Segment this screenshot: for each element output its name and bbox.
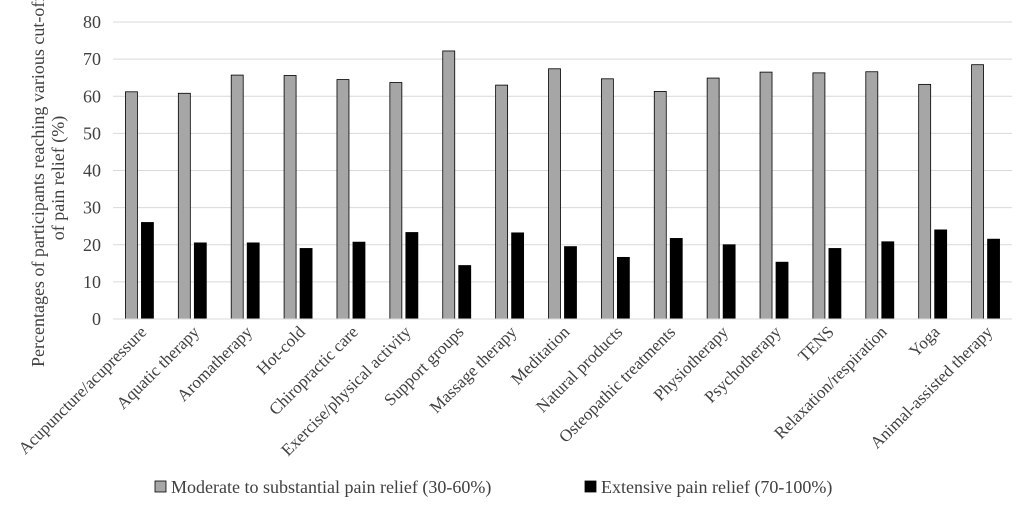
y-tick-label: 40: [83, 161, 101, 181]
bar-extensive: [352, 241, 366, 320]
bar-moderate: [389, 82, 403, 320]
bar-moderate: [653, 91, 667, 320]
bars: [125, 50, 1000, 320]
y-tick-label: 60: [83, 86, 101, 106]
bar-extensive: [564, 246, 577, 320]
bar-extensive: [775, 261, 789, 320]
x-tick-label: TENS: [794, 322, 837, 365]
bar-extensive: [828, 248, 842, 320]
legend-label-extensive: Extensive pain relief (70-100%): [601, 477, 832, 498]
bar-moderate: [442, 50, 456, 320]
gridlines: [113, 21, 1012, 283]
bar-extensive: [881, 241, 895, 320]
bar-extensive: [405, 232, 419, 320]
bar-extensive: [193, 242, 207, 320]
bar-moderate: [865, 71, 879, 320]
y-tick-label: 0: [92, 309, 101, 329]
legend-swatch-extensive: [584, 480, 597, 493]
y-axis-label-line-1: Percentages of participants reaching var…: [28, 0, 48, 367]
bar-extensive: [616, 256, 630, 320]
bar-extensive: [934, 229, 948, 320]
bar-moderate: [125, 91, 138, 320]
bar-extensive: [246, 242, 260, 320]
bar-moderate: [177, 92, 191, 320]
bar-extensive: [458, 265, 472, 320]
bar-moderate: [548, 68, 561, 320]
y-tick-label: 10: [83, 272, 101, 292]
bar-extensive: [141, 222, 154, 320]
y-tick-label: 50: [83, 123, 101, 143]
legend-swatch-moderate: [154, 480, 167, 493]
y-axis-label-line-2: of pain relief (%): [48, 116, 69, 240]
bar-moderate: [759, 71, 773, 320]
bar-moderate: [230, 74, 244, 320]
y-tick-label: 70: [83, 49, 101, 69]
bar-moderate: [495, 84, 509, 320]
bar-extensive: [669, 238, 683, 320]
bar-moderate: [812, 72, 826, 320]
bar-extensive: [987, 238, 1000, 320]
legend-label-moderate: Moderate to substantial pain relief (30-…: [171, 477, 491, 498]
bar-moderate: [971, 64, 984, 320]
bar-moderate: [918, 83, 932, 320]
y-axis: 0 10 20 30 40 50 60 70 80: [83, 12, 101, 329]
bar-moderate: [283, 75, 297, 320]
bar-moderate: [600, 78, 614, 320]
bar-extensive: [299, 248, 313, 320]
y-tick-label: 30: [83, 198, 101, 218]
legend: Moderate to substantial pain relief (30-…: [154, 477, 832, 498]
bar-extensive: [722, 244, 736, 320]
x-tick-label: Yoga: [905, 322, 944, 361]
bar-moderate: [336, 79, 350, 320]
bar-moderate: [706, 77, 720, 320]
bar-extensive: [511, 232, 525, 320]
y-tick-label: 80: [83, 12, 101, 32]
y-tick-label: 20: [83, 235, 101, 255]
